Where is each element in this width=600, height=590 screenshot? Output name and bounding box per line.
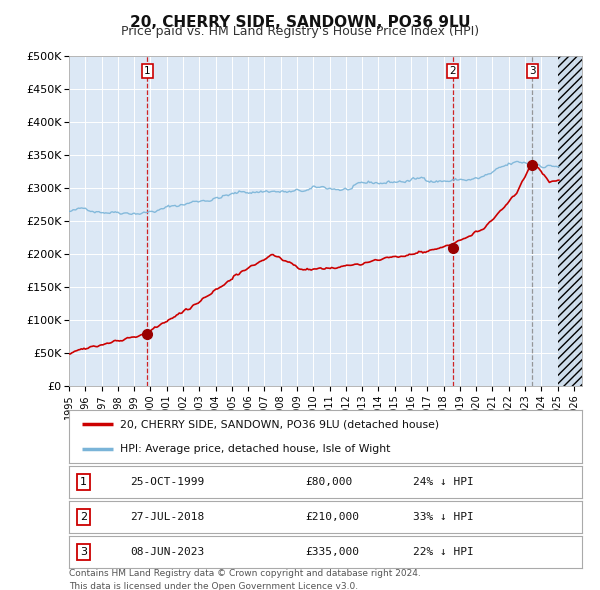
Text: 1: 1 [80,477,87,487]
Text: £335,000: £335,000 [305,547,359,556]
Text: £210,000: £210,000 [305,512,359,522]
Text: 08-JUN-2023: 08-JUN-2023 [131,547,205,556]
Text: £80,000: £80,000 [305,477,352,487]
Text: 3: 3 [529,66,535,76]
Bar [557,56,582,386]
Text: 25-OCT-1999: 25-OCT-1999 [131,477,205,487]
Text: 22% ↓ HPI: 22% ↓ HPI [413,547,473,556]
Text: HPI: Average price, detached house, Isle of Wight: HPI: Average price, detached house, Isle… [121,444,391,454]
Text: 1: 1 [144,66,151,76]
Text: 2: 2 [449,66,456,76]
Text: 33% ↓ HPI: 33% ↓ HPI [413,512,473,522]
Text: 27-JUL-2018: 27-JUL-2018 [131,512,205,522]
Text: Price paid vs. HM Land Registry's House Price Index (HPI): Price paid vs. HM Land Registry's House … [121,25,479,38]
Text: 24% ↓ HPI: 24% ↓ HPI [413,477,473,487]
Text: 20, CHERRY SIDE, SANDOWN, PO36 9LU: 20, CHERRY SIDE, SANDOWN, PO36 9LU [130,15,470,30]
Text: 2: 2 [80,512,87,522]
Text: 3: 3 [80,547,87,556]
Text: 20, CHERRY SIDE, SANDOWN, PO36 9LU (detached house): 20, CHERRY SIDE, SANDOWN, PO36 9LU (deta… [121,419,439,430]
Text: This data is licensed under the Open Government Licence v3.0.: This data is licensed under the Open Gov… [69,582,358,590]
Text: Contains HM Land Registry data © Crown copyright and database right 2024.: Contains HM Land Registry data © Crown c… [69,569,421,578]
